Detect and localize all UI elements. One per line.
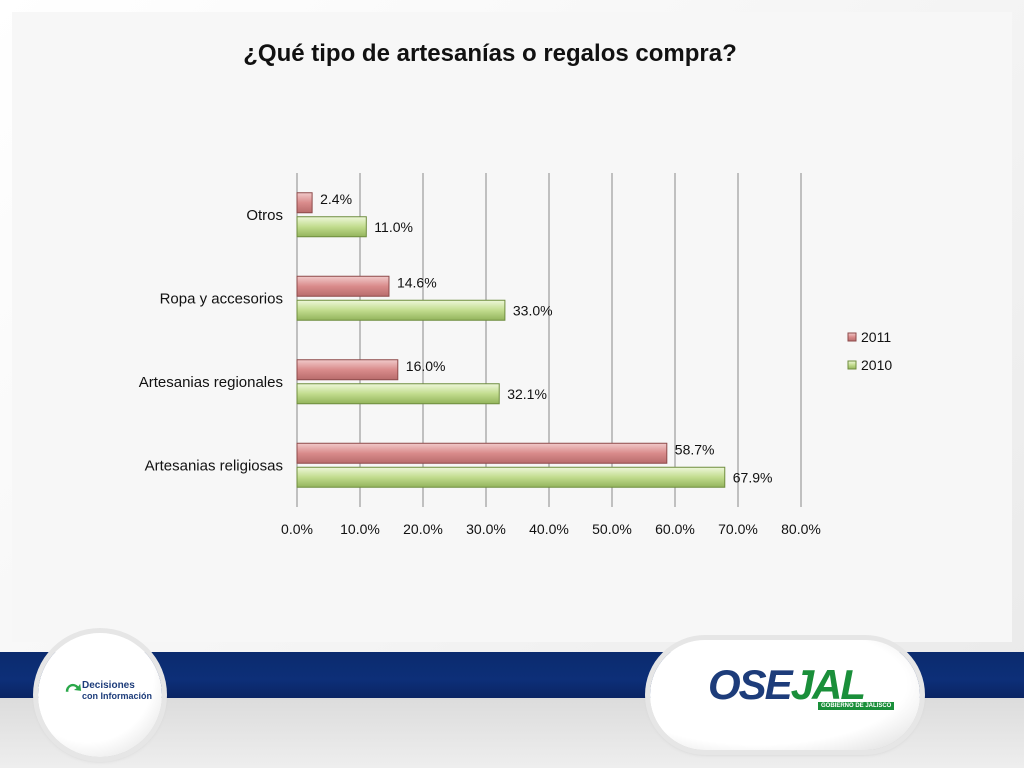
x-tick-label: 10.0% [340,521,380,537]
data-label: 32.1% [507,386,547,402]
decisiones-logo-badge [38,633,162,757]
legend-label-2010: 2010 [861,357,892,373]
x-tick-label: 30.0% [466,521,506,537]
x-tick-label: 40.0% [529,521,569,537]
bar-2010 [296,383,500,405]
x-tick-label: 60.0% [655,521,695,537]
data-label: 14.6% [397,274,437,290]
bar-2010 [296,299,506,321]
category-label: Otros [246,207,283,224]
x-tick-label: 0.0% [281,521,313,537]
logo-word-part2: JAL [790,661,866,708]
data-label: 16.0% [406,358,446,374]
bar-2010 [296,466,726,488]
category-label: Ropa y accesorios [160,290,283,307]
bar-2011 [296,359,399,381]
content-panel [12,12,1012,642]
bar-2011 [296,442,668,464]
legend-swatch-2010 [847,360,857,370]
legend-swatch-2011 [847,332,857,342]
legend-label-2011: 2011 [861,329,891,345]
logo-line1: Decisiones [82,680,135,691]
data-label: 11.0% [374,219,413,235]
oseljal-logo-badge [650,640,920,750]
bar-2010 [296,216,367,238]
category-label: Artesanias regionales [139,374,283,391]
oseljal-logo: OSEJAL [708,661,866,708]
logo-word-part1: OSE [708,661,793,708]
x-tick-label: 50.0% [592,521,632,537]
data-label: 67.9% [733,469,773,485]
data-label: 2.4% [320,191,352,207]
data-label: 33.0% [513,302,553,318]
x-tick-label: 80.0% [781,521,821,537]
logo-line2: con Información [82,691,153,701]
decisiones-logo-text: Decisiones con Información [60,680,160,702]
category-label: Artesanias religiosas [145,457,283,474]
bar-chart: 0.0% 10.0% 20.0% 30.0% 40.0% 50.0% 60.0% 70.0% 8… [139,173,892,537]
data-label: 58.7% [675,441,715,457]
bar-2011 [296,192,313,214]
x-tick-label: 20.0% [403,521,443,537]
bar-2011 [296,275,390,297]
oseljal-logo-subtitle: GOBIERNO DE JALISCO [818,702,895,710]
arrow-icon [65,683,82,692]
chart-title: ¿Qué tipo de artesanías o regalos compra… [243,40,737,67]
x-tick-label: 70.0% [718,521,758,537]
